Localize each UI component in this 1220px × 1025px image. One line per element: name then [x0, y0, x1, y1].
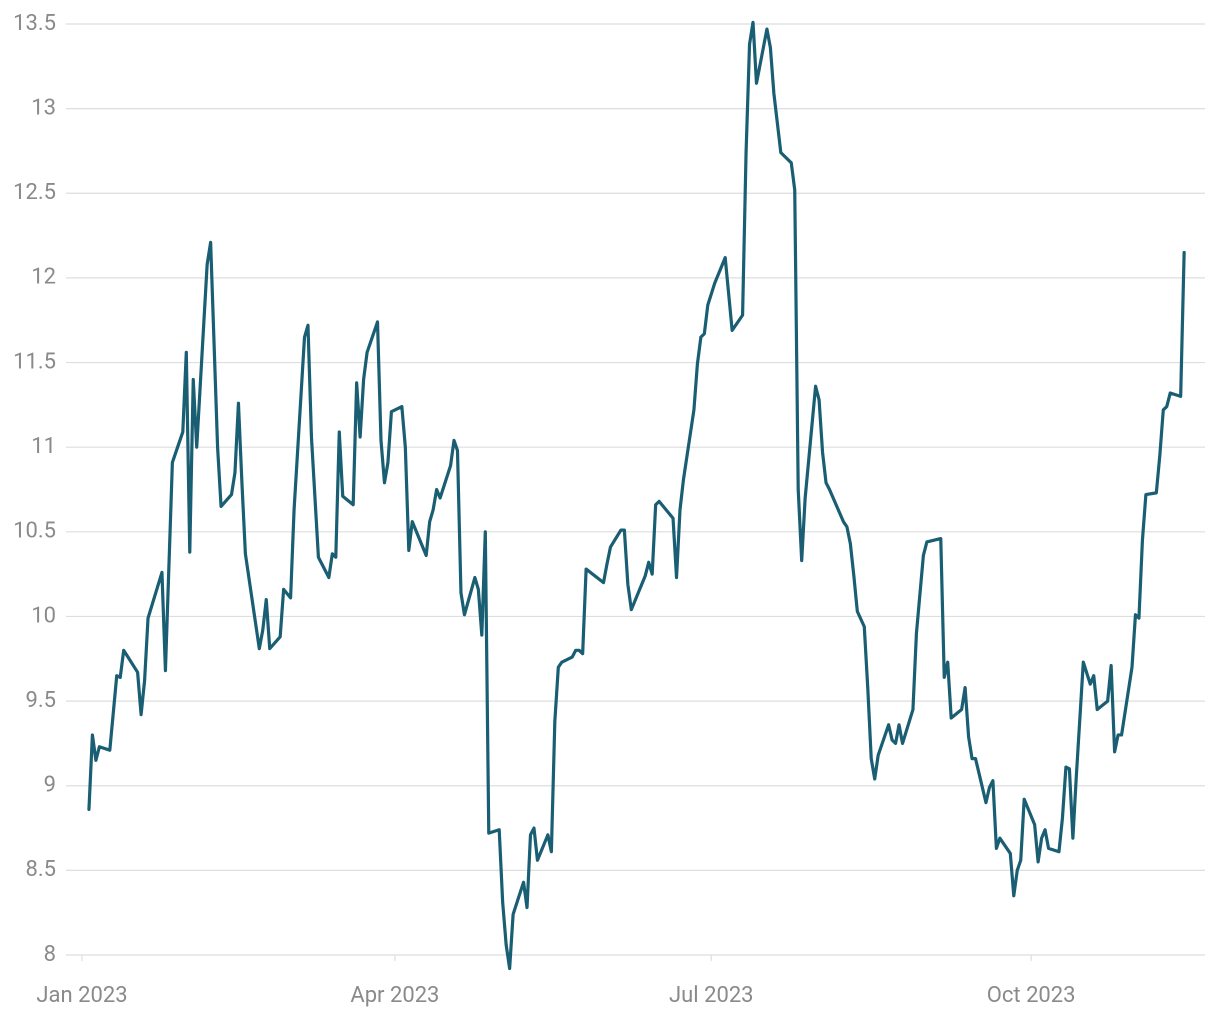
y-tick-label: 11 — [31, 434, 56, 459]
y-tick-label: 9 — [44, 773, 56, 798]
y-tick-label: 11.5 — [13, 349, 56, 374]
y-tick-label: 12 — [31, 265, 56, 290]
x-tick-label: Jan 2023 — [36, 983, 127, 1008]
y-tick-label: 8 — [44, 942, 56, 967]
y-tick-label: 13 — [31, 95, 56, 120]
x-tick-label: Oct 2023 — [987, 983, 1076, 1008]
line — [87, 20, 1186, 971]
x-tick-label: Apr 2023 — [350, 983, 439, 1008]
y-tick-label: 13.5 — [13, 11, 56, 36]
x-tick-label: Jul 2023 — [669, 983, 754, 1008]
y-tick-label: 9.5 — [25, 688, 56, 713]
y-tick-label: 10.5 — [13, 519, 56, 544]
y-tick-label: 12.5 — [13, 180, 56, 205]
y-tick-label: 8.5 — [25, 857, 56, 882]
y-tick-label: 10 — [31, 603, 56, 628]
